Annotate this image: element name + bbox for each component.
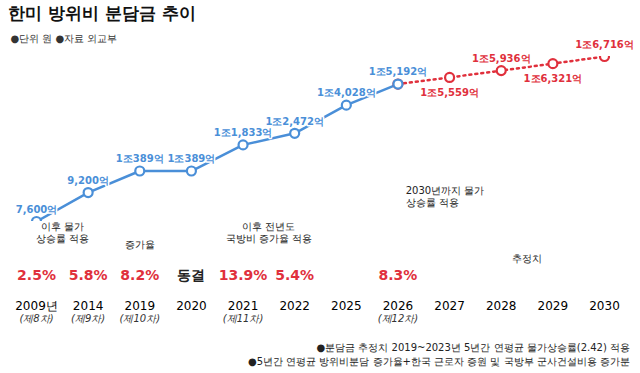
- svg-text:2026: 2026: [383, 299, 414, 313]
- svg-text:2027: 2027: [434, 299, 465, 313]
- svg-text:1조5,936억: 1조5,936억: [472, 53, 531, 64]
- svg-text:동결: 동결: [177, 267, 205, 283]
- svg-text:7,600억: 7,600억: [16, 204, 58, 215]
- html-text:한미 방위비 분담금 추이: 한미 방위비 분담금 추이: [8, 3, 196, 23]
- svg-text:2030: 2030: [589, 299, 620, 313]
- svg-text:증가율: 증가율: [125, 239, 155, 250]
- svg-text:2019: 2019: [124, 299, 155, 313]
- svg-text:1조389억: 1조389억: [116, 153, 164, 164]
- svg-text:1조389억: 1조389억: [167, 153, 215, 164]
- svg-text:9,200억: 9,200억: [67, 175, 109, 186]
- svg-text:2.5%: 2.5%: [17, 267, 56, 283]
- svg-text:1조6,716억: 1조6,716억: [575, 39, 634, 50]
- svg-text:2009년: 2009년: [15, 299, 58, 313]
- svg-text:●단위 원 ●자료 외교부: ●단위 원 ●자료 외교부: [11, 33, 118, 44]
- svg-text:8.3%: 8.3%: [379, 267, 418, 283]
- svg-text:1조2,472억: 1조2,472억: [265, 116, 324, 127]
- svg-text:1조6,321억: 1조6,321억: [524, 73, 583, 84]
- svg-text:5.8%: 5.8%: [69, 267, 108, 283]
- svg-text:(제11차): (제11차): [223, 313, 264, 324]
- svg-text:(제9차): (제9차): [71, 313, 105, 324]
- svg-text:1조1,833억: 1조1,833억: [214, 127, 273, 138]
- svg-text:1조5,192억: 1조5,192억: [369, 66, 428, 77]
- svg-text:(제10차): (제10차): [120, 313, 161, 324]
- svg-text:이후 전년도국방비 증가율 적용: 이후 전년도국방비 증가율 적용: [226, 221, 312, 244]
- html-text:●분담금 추정치 2019~2023년 5년간 연평균 물가: ●분담금 추정치 2019~2023년 5년간 연평균 물가상승률(2.42) …: [316, 342, 630, 353]
- svg-text:(제8차): (제8차): [19, 313, 53, 324]
- svg-text:2030년까지 물가상승률 적용: 2030년까지 물가상승률 적용: [406, 185, 485, 208]
- svg-text:5.4%: 5.4%: [275, 267, 314, 283]
- html-text:●5년간 연평균 방위비분담 증가율+한국 근로자 증원 및: ●5년간 연평균 방위비분담 증가율+한국 근로자 증원 및 국방부 군사건설비…: [247, 356, 630, 367]
- svg-text:2021: 2021: [228, 299, 259, 313]
- svg-text:8.2%: 8.2%: [120, 267, 159, 283]
- svg-text:2028: 2028: [486, 299, 517, 313]
- svg-text:추정치: 추정치: [512, 253, 542, 264]
- svg-text:2025: 2025: [331, 299, 362, 313]
- svg-text:1조4,028억: 1조4,028억: [317, 87, 376, 98]
- svg-text:2029: 2029: [538, 299, 569, 313]
- svg-text:13.9%: 13.9%: [219, 267, 268, 283]
- svg-text:2022: 2022: [279, 299, 310, 313]
- svg-text:1조5,559억: 1조5,559억: [420, 87, 479, 98]
- svg-text:이후 물가상승률 적용: 이후 물가상승률 적용: [36, 221, 89, 244]
- svg-text:2014: 2014: [73, 299, 104, 313]
- svg-text:(제12차): (제12차): [378, 313, 419, 324]
- svg-text:2020: 2020: [176, 299, 207, 313]
